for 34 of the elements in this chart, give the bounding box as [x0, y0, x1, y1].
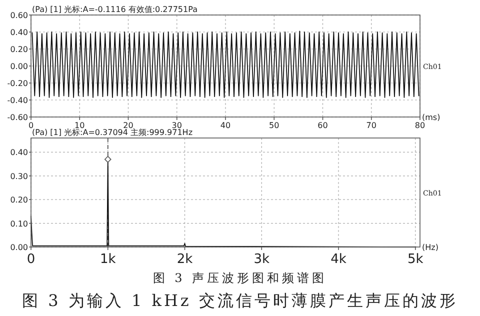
x-tick-label: 80 [414, 121, 426, 130]
text: (Pa) [1] 光标:A=-0.1116 有效值:0.27751Pa [32, 5, 198, 14]
x-tick-label: 0 [26, 252, 36, 267]
x-tick-label: 10 [74, 121, 85, 130]
y-tick-label: 0.00 [10, 62, 28, 71]
y-tick-label: 0.10 [10, 219, 28, 228]
x-tick-label: 40 [220, 121, 231, 130]
x-tick-label: 0 [28, 121, 34, 130]
x-tick-label: 5k [407, 252, 424, 267]
y-tick-label: 0.20 [10, 196, 28, 205]
y-tick-label: 0.40 [10, 28, 28, 37]
y-tick-label: -0.20 [7, 79, 28, 88]
text: (Pa) [1] 光标:A=0.37094 主频:999.971Hz [32, 128, 193, 137]
y-tick-label: 0.40 [10, 148, 28, 158]
x-axis-title: (ms) [422, 113, 440, 122]
x-tick-label: 4k [330, 252, 347, 267]
y-tick-label: 0.30 [10, 172, 28, 181]
x-tick-label: 30 [172, 121, 182, 130]
x-tick-label: 3k [254, 252, 270, 267]
x-tick-label: 60 [318, 121, 328, 130]
y-tick-label: 0.60 [10, 11, 28, 20]
y-tick-label: 0.00 [10, 243, 28, 252]
x-tick-label: 2k [176, 252, 194, 267]
x-tick-label: 70 [366, 121, 376, 130]
y-tick-label: 0.20 [10, 45, 28, 54]
y-tick-label: -0.60 [7, 113, 28, 122]
x-tick-label: 20 [123, 121, 134, 130]
caption: 图 3 为输入 1 kHz 交流信号时薄膜产生声压的波形 [22, 291, 458, 310]
line-series [32, 30, 420, 98]
y-tick-label: -0.40 [7, 96, 28, 105]
x-tick-label: 50 [269, 121, 280, 130]
x-axis-title: (Hz) [422, 243, 438, 252]
x-tick-label: 1k [100, 252, 116, 267]
caption: 图 3 声压波形图和频谱图 [152, 271, 328, 285]
